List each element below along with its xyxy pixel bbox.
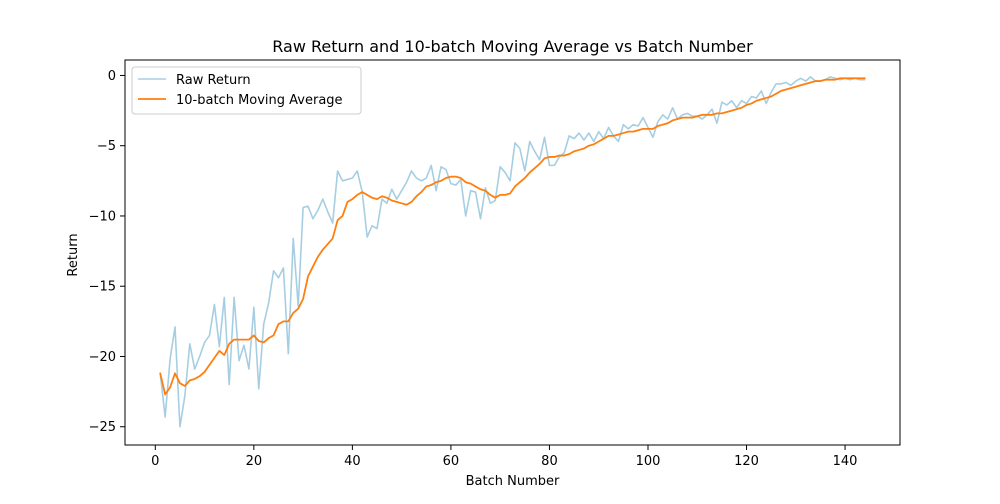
y-axis: 0 −5 −10 −15 −20 −25 bbox=[89, 69, 125, 435]
x-tick-label-80: 80 bbox=[541, 454, 558, 469]
x-tick-label-140: 140 bbox=[833, 454, 858, 469]
y-tick-label-0: 0 bbox=[108, 69, 116, 84]
x-tick-label-100: 100 bbox=[636, 454, 661, 469]
x-tick-label-120: 120 bbox=[734, 454, 759, 469]
series-layer bbox=[159, 76, 866, 428]
raw-return-line bbox=[159, 76, 866, 428]
x-axis: 0 20 40 60 80 100 120 140 bbox=[151, 445, 857, 469]
y-axis-label: Return bbox=[66, 233, 81, 276]
x-tick-label-0: 0 bbox=[151, 454, 159, 469]
x-tick-label-40: 40 bbox=[344, 454, 361, 469]
chart-title: Raw Return and 10-batch Moving Average v… bbox=[272, 37, 753, 56]
legend-label-moving-average: 10-batch Moving Average bbox=[176, 93, 343, 108]
legend-box bbox=[131, 66, 362, 115]
legend: Raw Return 10-batch Moving Average bbox=[131, 66, 362, 115]
x-axis-label: Batch Number bbox=[466, 474, 560, 489]
y-tick-label-15: −15 bbox=[89, 280, 116, 295]
y-tick-label-25: −25 bbox=[89, 420, 116, 435]
moving-average-line bbox=[159, 77, 866, 396]
x-tick-label-60: 60 bbox=[443, 454, 460, 469]
y-tick-label-10: −10 bbox=[89, 209, 116, 224]
legend-label-raw-return: Raw Return bbox=[176, 73, 251, 88]
axes-frame bbox=[124, 59, 901, 446]
plot-area bbox=[125, 60, 900, 445]
y-tick-label-20: −20 bbox=[89, 350, 116, 365]
y-tick-label-5: −5 bbox=[97, 139, 116, 154]
x-tick-label-20: 20 bbox=[246, 454, 263, 469]
